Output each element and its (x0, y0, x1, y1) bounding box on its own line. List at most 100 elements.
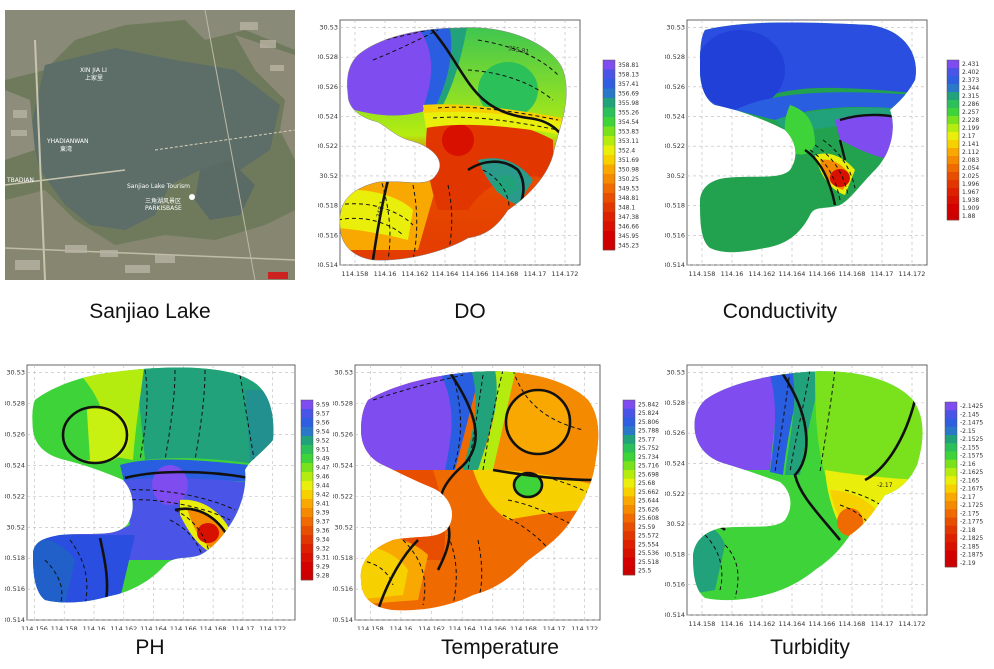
colorbar-label: 25.716 (638, 463, 659, 470)
x-tick-label: 114.158 (689, 620, 716, 628)
colorbar-swatch (623, 452, 635, 462)
colorbar-swatch (945, 492, 957, 502)
y-tick-label: 30.526 (5, 431, 25, 439)
colorbar-label: 9.4285 (316, 492, 330, 499)
y-tick-label: 30.514 (318, 261, 338, 269)
chart-conductivity-svg: 114.158 114.16 114.162 114.164 114.166 114.16… (662, 19, 979, 278)
colorbar-label: 9.4945 (316, 456, 330, 463)
sat-label: XIN JIA LI (80, 67, 107, 74)
colorbar-swatch (301, 427, 313, 437)
y-tick-label: 30.524 (665, 113, 685, 121)
x-tick-label: 114.17 (543, 625, 566, 630)
sat-label: TBADIAN (6, 177, 34, 184)
caption-temperature: Temperature (441, 636, 559, 659)
colorbar-swatch (947, 156, 959, 165)
y-tick-label: 30.522 (5, 492, 25, 500)
colorbar-label: 25.752 (638, 445, 659, 452)
chart-ph: 114.156 114.158 114.16 114.162 114.164 114.16… (2, 360, 337, 633)
colorbar-swatch (623, 435, 635, 445)
colorbar-label: 9.379 (316, 519, 330, 526)
colorbar-label: 2.141 (962, 141, 979, 148)
colorbar-label: 358.81 (618, 62, 639, 69)
colorbar-swatch (947, 116, 959, 125)
y-tick-label: 30.53 (666, 23, 685, 31)
y-tick-label: 30.526 (318, 83, 338, 91)
colorbar-label: 25.644 (638, 498, 659, 505)
sat-label: 上家里 (85, 74, 103, 82)
chart-temperature: 114.158 114.16 114.162 114.164 114.166 114.16… (330, 360, 663, 633)
colorbar-swatch (603, 98, 615, 108)
colorbar-swatch (301, 481, 313, 491)
colorbar-label: 9.577 (316, 411, 330, 418)
colorbar-label: 2.199 (962, 125, 979, 132)
x-tick-label: 114.168 (839, 270, 866, 278)
x-tick-label: 114.16 (390, 625, 413, 630)
colorbar-swatch (947, 132, 959, 141)
colorbar-label: -2.17 (960, 494, 976, 501)
colorbar-swatch (623, 557, 635, 567)
colorbar-label: 346.66 (618, 223, 639, 230)
colorbar-swatch (947, 148, 959, 157)
colorbar-label: 9.5275 (316, 438, 330, 445)
colorbar-label: 353.11 (618, 138, 639, 145)
colorbar-swatch (623, 522, 635, 532)
y-tick-label: 30.518 (318, 202, 338, 210)
y-tick-label: 30.524 (318, 113, 338, 121)
colorbar-swatch (301, 454, 313, 464)
colorbar-label: -2.19 (960, 560, 976, 567)
colorbar-swatch (623, 548, 635, 558)
colorbar-swatch (603, 117, 615, 127)
y-tick-label: 30.528 (333, 400, 353, 408)
colorbar-label: 358.13 (618, 71, 639, 78)
x-tick-label: 114.168 (200, 625, 227, 630)
colorbar-swatch (623, 443, 635, 453)
y-tick-label: 30.522 (665, 490, 685, 498)
x-tick-label: 114.156 (21, 625, 48, 630)
chart-ph-colorbar: 9.5935 9.577 9.5605 9.544 9.5275 9.511 9.4945 9… (300, 399, 337, 581)
colorbar-swatch (603, 107, 615, 118)
colorbar-label: 1.88 (962, 213, 976, 220)
colorbar-label: 9.5935 (316, 402, 330, 409)
colorbar-label: 25.824 (638, 410, 659, 417)
x-tick-label: 114.162 (402, 270, 429, 278)
colorbar-swatch (947, 180, 959, 189)
colorbar-swatch (947, 140, 959, 149)
colorbar-label: 351.69 (618, 157, 639, 164)
chart-conductivity: 114.158 114.16 114.162 114.164 114.166 114.16… (662, 10, 987, 288)
x-tick-label: 114.158 (342, 270, 369, 278)
colorbar-swatch (945, 484, 957, 494)
x-tick-label: 114.164 (140, 625, 167, 630)
x-tick-label: 114.168 (839, 620, 866, 628)
colorbar-label: -2.1475 (960, 420, 983, 427)
colorbar-label: 9.2985 (316, 564, 330, 571)
colorbar-label: -2.1625 (960, 469, 983, 476)
contour-label: 355.81 (508, 45, 530, 56)
colorbar-swatch (945, 509, 957, 518)
colorbar-swatch (301, 526, 313, 536)
y-tick-label: 30.516 (665, 231, 685, 239)
colorbar-label: 354.54 (618, 119, 639, 126)
y-tick-label: 30.528 (665, 53, 685, 61)
colorbar-swatch (603, 136, 615, 146)
colorbar-swatch (603, 240, 615, 251)
colorbar-label: 9.4615 (316, 474, 330, 481)
colorbar-label: 25.59 (638, 524, 655, 531)
colorbar-swatch (945, 542, 957, 551)
y-tick-label: 30.524 (665, 459, 685, 467)
colorbar-swatch (947, 108, 959, 117)
y-tick-label: 30.518 (333, 554, 353, 562)
colorbar-label: -2.18 (960, 527, 976, 534)
y-tick-label: 30.52 (334, 523, 353, 531)
caption-turbidity: Turbidity (770, 636, 850, 659)
colorbar-swatch (623, 487, 635, 497)
colorbar-swatch (623, 408, 635, 418)
colorbar-swatch (947, 188, 959, 197)
colorbar-swatch (603, 183, 615, 194)
sat-label: 東湾 (60, 145, 72, 153)
x-tick-label: 114.168 (492, 270, 519, 278)
y-tick-label: 30.52 (6, 523, 25, 531)
colorbar-label: 357.41 (618, 81, 639, 88)
y-tick-label: 30.518 (665, 202, 685, 210)
colorbar-swatch (301, 409, 313, 419)
